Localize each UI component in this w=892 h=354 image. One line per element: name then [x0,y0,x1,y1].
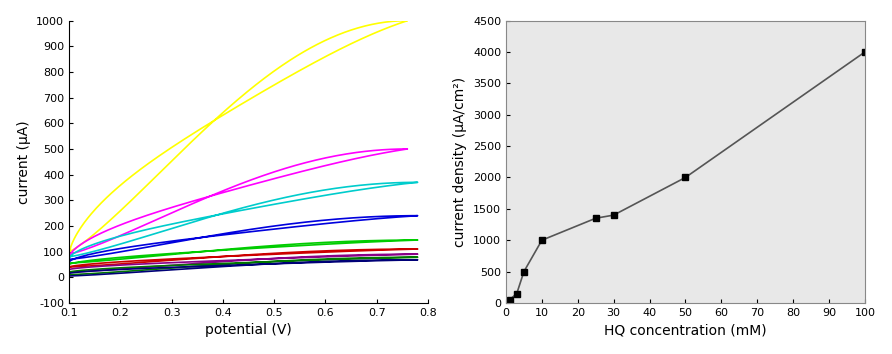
X-axis label: potential (V): potential (V) [205,323,292,337]
X-axis label: HQ concentration (mM): HQ concentration (mM) [604,323,767,337]
Y-axis label: current (μA): current (μA) [17,120,30,204]
Y-axis label: current density (μA/cm²): current density (μA/cm²) [453,77,467,247]
